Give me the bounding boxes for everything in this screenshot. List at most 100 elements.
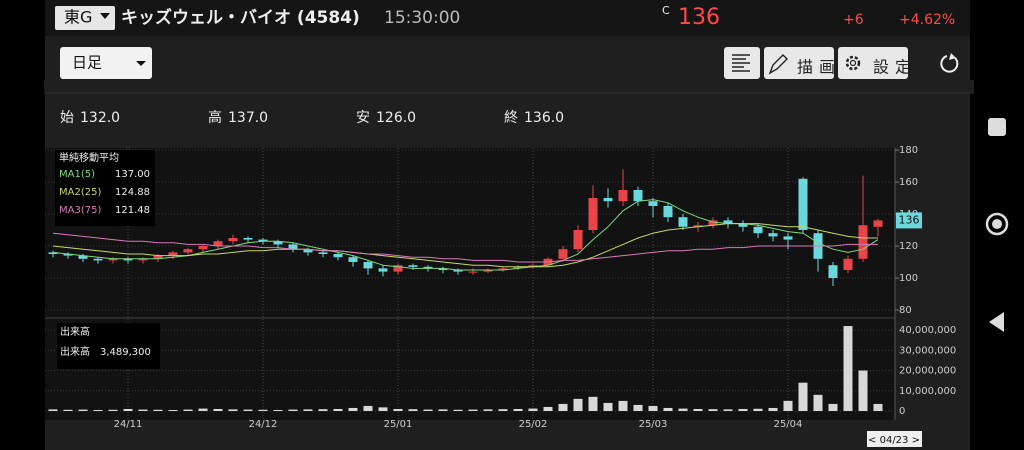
volume-bar [528, 408, 538, 411]
candle-body [228, 238, 238, 242]
volume-bar [783, 400, 793, 411]
volume-bar [663, 407, 673, 411]
candle-body [483, 270, 493, 272]
volume-bar [78, 409, 88, 411]
change: +6 [843, 12, 864, 28]
dropdown-arrow [100, 13, 110, 19]
volume-legend [57, 323, 160, 369]
settings-label: 設定 [873, 58, 917, 77]
ohlc-label: 終 [504, 110, 518, 126]
volume-bar [453, 409, 463, 411]
price: 136 [678, 5, 720, 30]
x-tick-label: 25/03 [639, 419, 668, 430]
volume-bar [738, 408, 748, 411]
candle-body [693, 225, 703, 227]
y-tick-label: 160 [899, 177, 918, 188]
gear-icon [845, 55, 861, 71]
candle-body [558, 249, 568, 259]
volume-bar [438, 409, 448, 411]
volume-bar [408, 409, 418, 411]
volume-bar [543, 406, 553, 411]
refresh-icon[interactable] [940, 55, 959, 73]
ohlc-label: 安 [356, 110, 370, 126]
change-pct: +4.62% [899, 12, 955, 28]
ma-title: 単純移動平均 [59, 151, 119, 164]
ma-legend [55, 150, 155, 226]
volume-bar [273, 409, 283, 411]
volume-bar [573, 398, 583, 411]
volume-bar [63, 409, 73, 411]
candle-body [198, 246, 208, 250]
candle-body [318, 252, 328, 254]
nav-back[interactable] [989, 312, 1004, 332]
date-marker-box[interactable] [867, 431, 922, 447]
draw-button[interactable] [764, 47, 834, 79]
ohlc-value: 137.0 [228, 110, 268, 126]
period-select[interactable] [60, 47, 152, 79]
candle-body [423, 266, 433, 269]
volume-bar [303, 409, 313, 411]
draw-label: 描画 [797, 58, 841, 77]
price-tag-box [896, 212, 922, 229]
volume-bar [858, 370, 868, 411]
candle-body [78, 255, 88, 259]
candle-body [108, 258, 118, 261]
candle-body [393, 265, 403, 272]
volume-bar [753, 408, 763, 411]
candle-body [498, 268, 508, 270]
nav-home[interactable] [985, 212, 1009, 236]
candle-body [183, 249, 193, 253]
layout-icon [732, 54, 750, 72]
market-badge[interactable] [55, 6, 115, 30]
x-tick-label: 25/02 [519, 419, 548, 430]
ma-legend-value: 124.88 [115, 187, 150, 198]
refresh-arrow [949, 53, 956, 60]
volume-bar [633, 404, 643, 411]
candle-body [453, 270, 463, 272]
stock-name: キッズウェル・バイオ (4584) [121, 7, 360, 28]
nav-recents[interactable] [988, 118, 1006, 136]
volume-tick-label: 20,000,000 [899, 366, 956, 377]
candle-body [438, 268, 448, 270]
volume-bar [768, 407, 778, 411]
candle-body [588, 198, 598, 230]
dropdown-arrow [136, 61, 146, 66]
candle-body [513, 266, 523, 269]
candle-body [48, 252, 58, 254]
y-tick-label: 180 [899, 145, 918, 156]
volume-bar [603, 402, 613, 411]
candle-body [648, 201, 658, 206]
candle-body [258, 239, 268, 242]
y-tick-label: 100 [899, 273, 918, 284]
ma-legend-value: 121.48 [115, 205, 150, 216]
volume-bar [468, 409, 478, 411]
candle-body [408, 265, 418, 267]
volume-bar [798, 382, 808, 411]
volume-bar [93, 409, 103, 411]
toolbar-mask [44, 80, 974, 94]
candle-body [798, 178, 808, 230]
date-marker: < 04/23 > [868, 435, 920, 446]
y-tick-label: 80 [899, 305, 912, 316]
volume-bar [153, 409, 163, 411]
candle-body [843, 258, 853, 270]
volume-bar [288, 409, 298, 411]
volume-bar [558, 403, 568, 411]
settings-button[interactable] [838, 47, 908, 79]
ma-legend-name: MA1(5) [59, 169, 95, 180]
candle-body [663, 206, 673, 218]
ma-legend-name: MA3(75) [59, 205, 101, 216]
ohlc-value: 126.0 [376, 110, 416, 126]
candle-body [783, 236, 793, 240]
candle-body [123, 258, 133, 261]
ohlc-label: 始 [60, 110, 74, 126]
candle-body [633, 190, 643, 202]
volume-bar [228, 409, 238, 411]
x-tick-label: 24/11 [114, 419, 143, 430]
candle-body [603, 198, 613, 202]
x-tick-label: 25/04 [774, 419, 803, 430]
candle-body [873, 220, 883, 227]
y-tick-label: 120 [899, 241, 918, 252]
volume-bar [588, 396, 598, 411]
